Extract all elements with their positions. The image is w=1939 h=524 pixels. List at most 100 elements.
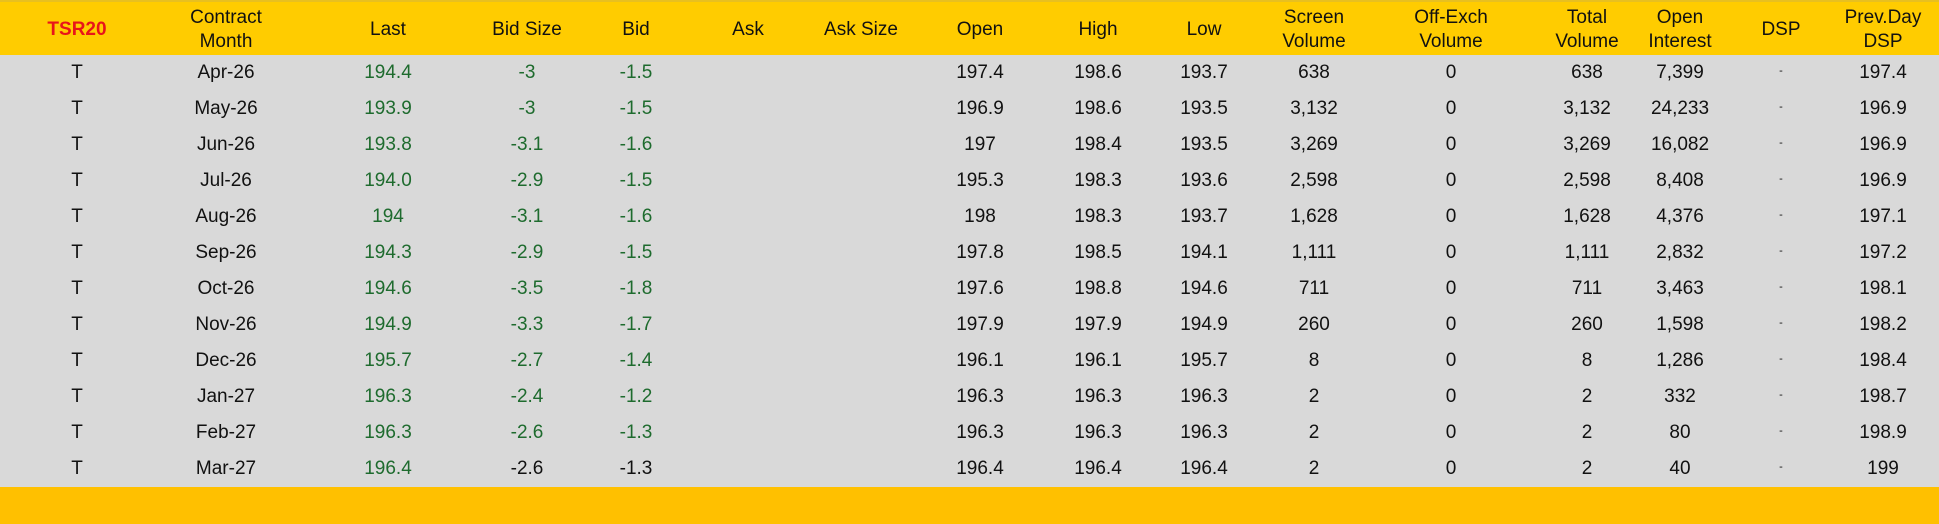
table-row[interactable]: T Feb-27 196.3 -2.6 -1.3 196.3 196.3 196.3 2 0 2 80… [0, 415, 1939, 451]
table-row[interactable]: T Sep-26 194.3 -2.9 -1.5 197.8 198.5 194.1 1,111… [0, 235, 1939, 271]
cell-open-interest: 7,399 [1656, 62, 1704, 83]
cell-high: 196.3 [1074, 422, 1122, 443]
header-bid[interactable]: Bid [622, 19, 650, 40]
cell-bid: -1.3 [619, 422, 653, 443]
cell-prev-day-dsp: 198.1 [1859, 278, 1907, 299]
cell-open-interest: 332 [1664, 386, 1696, 407]
cell-dsp: - [1779, 461, 1783, 473]
cell-contract-month: Nov-26 [195, 314, 257, 335]
table-row[interactable]: T Jul-26 194.0 -2.9 -1.5 195.3 198.3 193.6 2,598… [0, 163, 1939, 199]
cell-open-interest: 80 [1669, 422, 1691, 443]
cell-high: 198.5 [1074, 242, 1122, 263]
table-row[interactable]: T Aug-26 194 -3.1 -1.6 198 198.3 193.7 1,628 0 1,6… [0, 199, 1939, 235]
table-row[interactable]: T Apr-26 194.4 -3 -1.5 197.4 198.6 193.7 638 0 638… [0, 55, 1939, 91]
cell-bid: -1.4 [619, 350, 653, 371]
cell-prev-day-dsp: 196.9 [1859, 134, 1907, 155]
cell-contract-month: Apr-26 [197, 62, 255, 83]
cell-contract-month: Oct-26 [197, 278, 255, 299]
header-off-exch-volume[interactable]: Off-Exch Volume [1414, 7, 1488, 52]
cell-contract-month: Sep-26 [195, 242, 257, 263]
cell-dsp: - [1779, 173, 1783, 185]
cell-low: 193.5 [1180, 98, 1228, 119]
cell-last: 194.6 [364, 278, 412, 299]
cell-high: 198.4 [1074, 134, 1122, 155]
cell-open-interest: 24,233 [1650, 98, 1710, 119]
cell-off-exch-volume: 0 [1445, 170, 1457, 191]
cell-total-volume: 2,598 [1563, 170, 1611, 191]
cell-off-exch-volume: 0 [1445, 422, 1457, 443]
cell-last: 194.0 [364, 170, 412, 191]
cell-bid: -1.6 [619, 134, 653, 155]
cell-off-exch-volume: 0 [1445, 458, 1457, 479]
cell-bid-size: -2.4 [510, 386, 544, 407]
header-open-interest[interactable]: Open Interest [1648, 7, 1712, 52]
cell-off-exch-volume: 0 [1445, 386, 1457, 407]
cell-total-volume: 711 [1571, 278, 1603, 299]
cell-dsp: - [1779, 353, 1783, 365]
header-screen-volume[interactable]: Screen Volume [1282, 7, 1346, 52]
header-high[interactable]: High [1078, 19, 1118, 40]
cell-high: 198.3 [1074, 206, 1122, 227]
cell-low: 196.3 [1180, 422, 1228, 443]
header-dsp[interactable]: DSP [1761, 19, 1801, 40]
table-row[interactable]: T Dec-26 195.7 -2.7 -1.4 196.1 196.1 195.7 8 0 8 1,… [0, 343, 1939, 379]
cell-symbol: T [71, 206, 83, 227]
cell-screen-volume: 260 [1298, 314, 1330, 335]
cell-low: 194.1 [1180, 242, 1228, 263]
cell-symbol: T [71, 386, 83, 407]
cell-bid-size: -2.6 [510, 422, 544, 443]
cell-symbol: T [71, 134, 83, 155]
cell-dsp: - [1779, 389, 1783, 401]
cell-bid-size: -2.9 [510, 242, 544, 263]
table-row[interactable]: T May-26 193.9 -3 -1.5 196.9 198.6 193.5 3,132 0 3… [0, 91, 1939, 127]
header-total-volume[interactable]: Total Volume [1555, 7, 1619, 52]
cell-prev-day-dsp: 199 [1867, 458, 1899, 479]
cell-prev-day-dsp: 196.9 [1859, 98, 1907, 119]
cell-dsp: - [1779, 245, 1783, 257]
table-row[interactable]: T Jun-26 193.8 -3.1 -1.6 197 198.4 193.5 3,269 0 3… [0, 127, 1939, 163]
header-prev-day-dsp[interactable]: Prev.Day DSP [1844, 7, 1922, 52]
header-open[interactable]: Open [956, 19, 1004, 40]
cell-screen-volume: 1,628 [1290, 206, 1338, 227]
cell-off-exch-volume: 0 [1445, 350, 1457, 371]
header-contract-month[interactable]: Contract Month [190, 7, 262, 52]
cell-high: 196.3 [1074, 386, 1122, 407]
cell-symbol: T [71, 422, 83, 443]
table-row[interactable]: T Mar-27 196.4 -2.6 -1.3 196.4 196.4 196.4 2 0 2 40… [0, 451, 1939, 487]
header-ask[interactable]: Ask [732, 19, 764, 40]
table-row[interactable]: T Oct-26 194.6 -3.5 -1.8 197.6 198.8 194.6 711 0 7… [0, 271, 1939, 307]
cell-open-interest: 2,832 [1656, 242, 1704, 263]
cell-bid: -1.5 [619, 170, 653, 191]
cell-screen-volume: 638 [1298, 62, 1330, 83]
cell-high: 196.4 [1074, 458, 1122, 479]
cell-low: 195.7 [1180, 350, 1228, 371]
cell-screen-volume: 1,111 [1291, 242, 1337, 263]
cell-open: 197.4 [956, 62, 1004, 83]
cell-off-exch-volume: 0 [1445, 278, 1457, 299]
cell-screen-volume: 711 [1298, 278, 1330, 299]
cell-bid-size: -3 [518, 62, 536, 83]
cell-total-volume: 2 [1581, 386, 1593, 407]
cell-prev-day-dsp: 197.2 [1859, 242, 1907, 263]
header-symbol[interactable]: TSR20 [47, 19, 107, 40]
cell-dsp: - [1779, 425, 1783, 437]
cell-symbol: T [71, 62, 83, 83]
header-bid-size[interactable]: Bid Size [492, 19, 562, 40]
cell-off-exch-volume: 0 [1445, 242, 1457, 263]
cell-bid-size: -3.1 [510, 134, 544, 155]
cell-contract-month: Feb-27 [195, 422, 257, 443]
cell-symbol: T [71, 314, 83, 335]
cell-contract-month: May-26 [194, 98, 258, 119]
cell-last: 193.8 [364, 134, 412, 155]
header-ask-size[interactable]: Ask Size [824, 19, 898, 40]
cell-total-volume: 1,111 [1564, 242, 1610, 263]
cell-low: 193.6 [1180, 170, 1228, 191]
cell-dsp: - [1779, 281, 1783, 293]
header-last[interactable]: Last [370, 19, 406, 40]
table-row[interactable]: T Nov-26 194.9 -3.3 -1.7 197.9 197.9 194.9 260 0 2… [0, 307, 1939, 343]
cell-high: 198.6 [1074, 98, 1122, 119]
header-low[interactable]: Low [1186, 19, 1222, 40]
cell-symbol: T [71, 170, 83, 191]
table-row[interactable]: T Jan-27 196.3 -2.4 -1.2 196.3 196.3 196.3 2 0 2 33… [0, 379, 1939, 415]
cell-contract-month: Dec-26 [195, 350, 257, 371]
